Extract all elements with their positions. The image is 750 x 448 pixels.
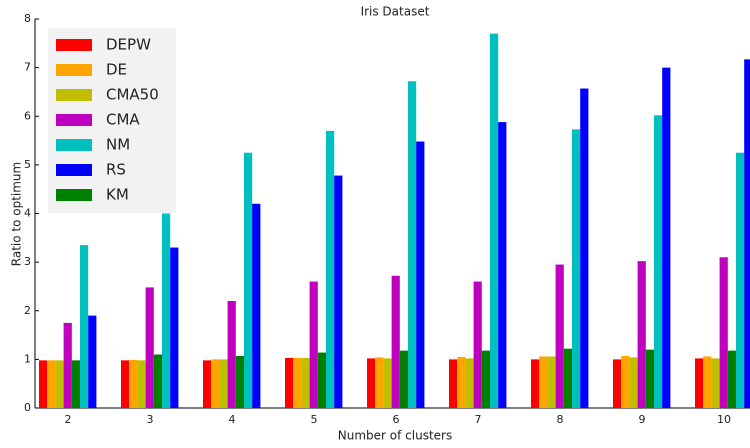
y-tick-label: 5 (24, 158, 31, 171)
bar (293, 357, 302, 408)
chart-title: Iris Dataset (361, 5, 430, 19)
bar (457, 356, 466, 408)
bar (334, 175, 343, 408)
bar (219, 359, 228, 408)
bar (654, 115, 663, 408)
bar (719, 257, 728, 408)
bar (121, 360, 130, 408)
bar (703, 356, 712, 408)
bar (498, 122, 507, 409)
bar (629, 357, 638, 408)
bar (326, 130, 335, 408)
bar (727, 350, 736, 408)
x-tick-label: 7 (475, 413, 482, 426)
bar (145, 287, 154, 408)
bar (736, 152, 745, 408)
bar (383, 358, 392, 408)
bar (391, 275, 400, 408)
bar (711, 358, 720, 408)
bar (547, 356, 556, 408)
bar (580, 88, 589, 408)
bar (695, 358, 704, 408)
bar (285, 357, 294, 408)
bar (416, 141, 425, 408)
bar (88, 315, 97, 408)
bar (252, 203, 261, 408)
bar (563, 348, 572, 408)
bar (170, 247, 179, 408)
legend-swatch (56, 39, 92, 51)
bar (227, 301, 236, 408)
bar (399, 350, 408, 408)
y-tick-label: 2 (24, 304, 31, 317)
bar (531, 359, 540, 408)
bar (744, 59, 750, 408)
legend-label: DE (106, 61, 127, 79)
bar (375, 357, 384, 408)
bar (71, 360, 80, 408)
legend-swatch (56, 139, 92, 151)
bar (645, 349, 654, 408)
x-tick-label: 3 (147, 413, 154, 426)
bar (309, 281, 318, 408)
bar (162, 213, 171, 408)
bar (539, 356, 548, 408)
bar (47, 360, 56, 408)
legend-swatch (56, 164, 92, 176)
legend-label: KM (106, 186, 129, 204)
x-tick-label: 10 (717, 413, 731, 426)
x-tick-label: 5 (311, 413, 318, 426)
bar (481, 350, 490, 408)
bar (572, 129, 581, 408)
y-axis-label: Ratio to optimum (10, 162, 24, 266)
bar (637, 261, 646, 408)
bar (153, 354, 162, 408)
legend-label: NM (106, 136, 130, 154)
x-tick-label: 6 (393, 413, 400, 426)
bar (662, 67, 671, 408)
y-tick-label: 6 (24, 109, 31, 122)
bar (137, 360, 146, 408)
bar (473, 281, 482, 408)
legend-label: CMA50 (106, 86, 159, 104)
bar (39, 360, 48, 408)
bar (555, 264, 564, 408)
bar (55, 360, 64, 408)
legend-swatch (56, 189, 92, 201)
x-tick-label: 9 (639, 413, 646, 426)
y-tick-label: 4 (24, 207, 31, 220)
legend-swatch (56, 114, 92, 126)
bar (235, 355, 244, 408)
y-tick-label: 8 (24, 12, 31, 25)
bar (244, 152, 253, 408)
x-tick-label: 8 (557, 413, 564, 426)
bar (80, 245, 89, 408)
y-tick-label: 7 (24, 61, 31, 74)
bar (621, 355, 630, 408)
bar (449, 359, 458, 408)
bar (490, 33, 499, 409)
legend-label: DEPW (106, 36, 151, 54)
bar (367, 358, 376, 408)
y-tick-label: 1 (24, 352, 31, 365)
x-tick-label: 4 (229, 413, 236, 426)
bar (613, 359, 622, 408)
legend-label: RS (106, 161, 126, 179)
bar (465, 358, 474, 408)
bar (63, 322, 72, 408)
legend-swatch (56, 64, 92, 76)
legend-label: CMA (106, 111, 140, 129)
y-tick-label: 3 (24, 255, 31, 268)
bar (211, 359, 220, 408)
bar (301, 357, 310, 408)
y-tick-label: 0 (24, 401, 31, 414)
x-tick-label: 2 (65, 413, 72, 426)
x-axis-label: Number of clusters (338, 429, 452, 443)
legend-swatch (56, 89, 92, 101)
bar (317, 352, 326, 408)
bar (408, 81, 417, 409)
bar (203, 360, 212, 408)
bar (129, 359, 138, 408)
